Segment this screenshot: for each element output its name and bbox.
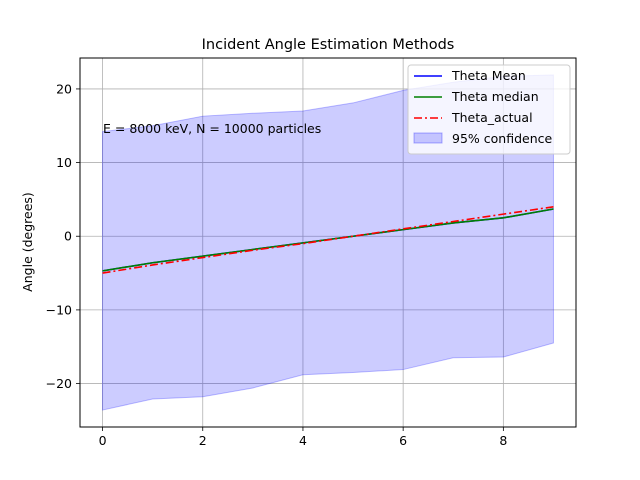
y-tick-label: 10 <box>56 155 72 170</box>
x-tick-label: 2 <box>199 433 207 448</box>
x-axis-ticks: 0 2 4 6 8 <box>99 427 507 448</box>
confidence-band <box>102 74 554 411</box>
series-line-theta-actual <box>102 205 554 274</box>
legend-label-theta-mean: Theta Mean <box>451 68 526 83</box>
x-tick-label: 8 <box>499 433 507 448</box>
y-axis-label: Angle (degrees) <box>20 192 35 292</box>
legend: Theta Mean Theta median Theta_actual 95%… <box>407 64 571 155</box>
x-tick-label: 4 <box>299 433 307 448</box>
x-tick-label: 6 <box>399 433 407 448</box>
y-tick-label: −10 <box>46 302 72 317</box>
x-tick-label: 0 <box>99 433 107 448</box>
plot-frame <box>79 57 577 428</box>
chart-annotation: E = 8000 keV, N = 10000 particles <box>103 121 321 136</box>
series-layer <box>102 205 554 274</box>
y-tick-label: 20 <box>56 81 72 96</box>
y-axis-ticks: −20 −10 0 10 20 <box>46 81 80 391</box>
confidence-band-layer <box>102 74 554 411</box>
legend-label-theta-actual: Theta_actual <box>451 110 533 125</box>
legend-label-theta-median: Theta median <box>451 89 539 104</box>
y-tick-label: −20 <box>46 376 72 391</box>
legend-swatch-confidence <box>413 132 443 144</box>
legend-box <box>407 64 571 155</box>
legend-label-confidence: 95% confidence <box>452 131 552 146</box>
y-tick-label: 0 <box>64 229 72 244</box>
chart-title: Incident Angle Estimation Methods <box>202 37 455 53</box>
